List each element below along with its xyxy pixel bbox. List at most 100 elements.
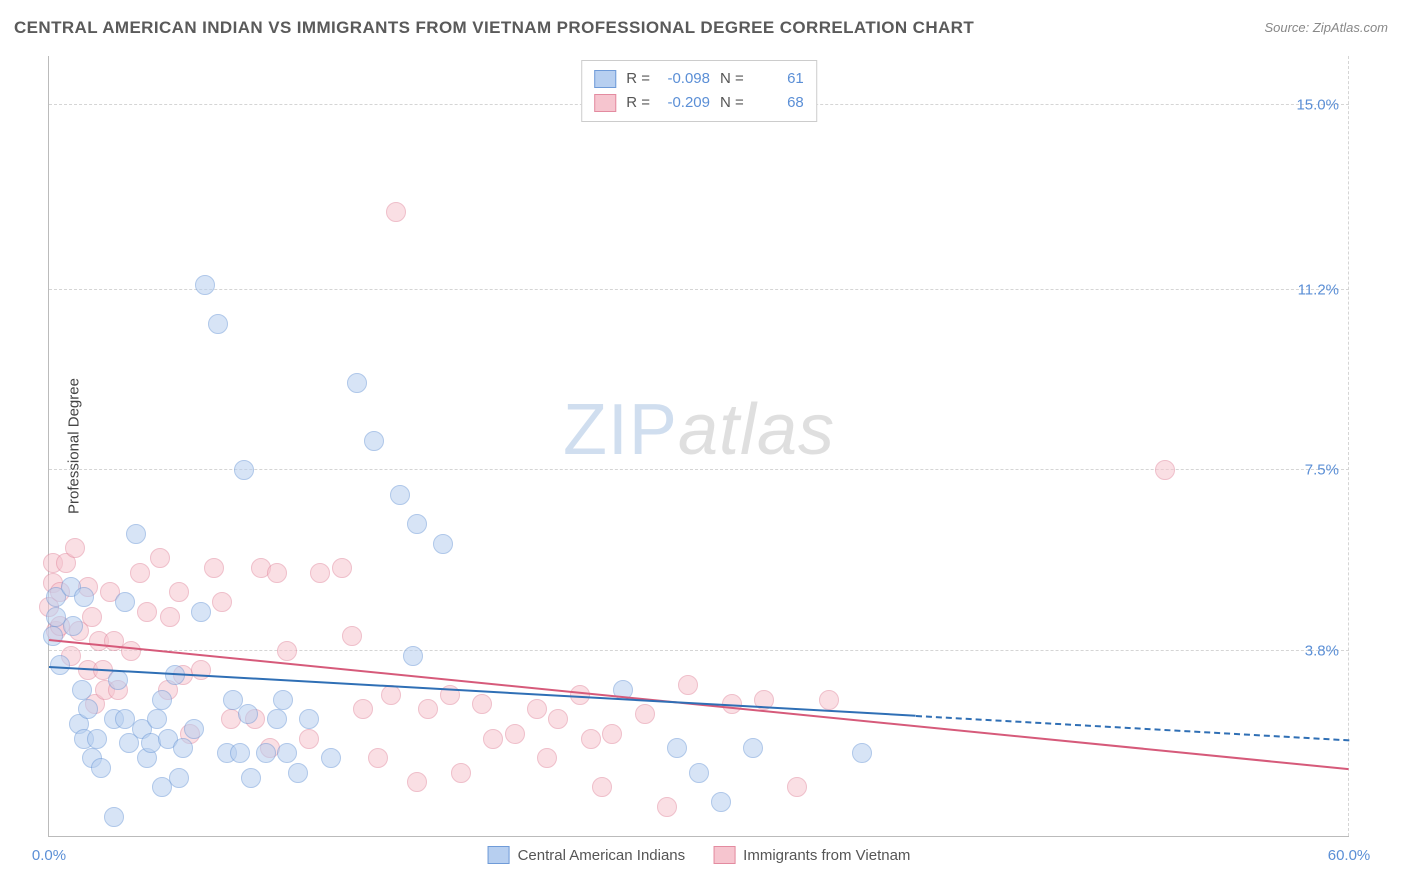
point-series-b bbox=[310, 563, 330, 583]
y-tick-label: 15.0% bbox=[1296, 96, 1339, 113]
point-series-b bbox=[787, 777, 807, 797]
point-series-a bbox=[152, 690, 172, 710]
point-series-b bbox=[581, 729, 601, 749]
x-tick-min: 0.0% bbox=[32, 847, 66, 864]
point-series-a bbox=[347, 373, 367, 393]
x-tick-max: 60.0% bbox=[1328, 847, 1371, 864]
point-series-b bbox=[82, 607, 102, 627]
point-series-a bbox=[126, 524, 146, 544]
point-series-b bbox=[548, 709, 568, 729]
gridline bbox=[49, 650, 1349, 651]
n-value-a: 61 bbox=[754, 67, 804, 91]
gridline bbox=[49, 289, 1349, 290]
plot-right-border bbox=[1348, 56, 1349, 836]
point-series-b bbox=[137, 602, 157, 622]
point-series-b bbox=[678, 675, 698, 695]
point-series-b bbox=[368, 748, 388, 768]
n-label: N = bbox=[720, 91, 744, 115]
point-series-a bbox=[43, 626, 63, 646]
series-a-label: Central American Indians bbox=[518, 847, 686, 864]
point-series-a bbox=[273, 690, 293, 710]
watermark: ZIPatlas bbox=[563, 389, 835, 471]
r-value-a: -0.098 bbox=[660, 67, 710, 91]
swatch-series-b bbox=[594, 94, 616, 112]
point-series-a bbox=[115, 592, 135, 612]
point-series-b bbox=[342, 626, 362, 646]
legend-row-a: R = -0.098 N = 61 bbox=[594, 67, 804, 91]
point-series-a bbox=[195, 275, 215, 295]
n-label: N = bbox=[720, 67, 744, 91]
watermark-atlas: atlas bbox=[678, 390, 835, 470]
point-series-a bbox=[78, 699, 98, 719]
point-series-a bbox=[267, 709, 287, 729]
point-series-a bbox=[241, 768, 261, 788]
point-series-a bbox=[689, 763, 709, 783]
point-series-a bbox=[72, 680, 92, 700]
point-series-b bbox=[483, 729, 503, 749]
correlation-legend: R = -0.098 N = 61 R = -0.209 N = 68 bbox=[581, 60, 817, 122]
legend-item-a: Central American Indians bbox=[488, 846, 686, 864]
point-series-a bbox=[364, 431, 384, 451]
point-series-b bbox=[267, 563, 287, 583]
legend-row-b: R = -0.209 N = 68 bbox=[594, 91, 804, 115]
point-series-b bbox=[592, 777, 612, 797]
point-series-a bbox=[173, 738, 193, 758]
legend-item-b: Immigrants from Vietnam bbox=[713, 846, 910, 864]
point-series-a bbox=[390, 485, 410, 505]
point-series-a bbox=[288, 763, 308, 783]
trendline-a-extrapolated bbox=[916, 715, 1349, 741]
point-series-b bbox=[505, 724, 525, 744]
point-series-b bbox=[353, 699, 373, 719]
point-series-a bbox=[238, 704, 258, 724]
y-tick-label: 11.2% bbox=[1298, 282, 1339, 299]
point-series-a bbox=[91, 758, 111, 778]
point-series-b bbox=[299, 729, 319, 749]
point-series-b bbox=[204, 558, 224, 578]
scatter-plot-area: ZIPatlas R = -0.098 N = 61 R = -0.209 N … bbox=[48, 56, 1349, 837]
r-label: R = bbox=[626, 67, 650, 91]
series-b-label: Immigrants from Vietnam bbox=[743, 847, 910, 864]
point-series-a bbox=[711, 792, 731, 812]
source-attribution: Source: ZipAtlas.com bbox=[1264, 20, 1388, 35]
y-tick-label: 7.5% bbox=[1305, 462, 1339, 479]
point-series-b bbox=[277, 641, 297, 661]
point-series-b bbox=[657, 797, 677, 817]
y-tick-label: 3.8% bbox=[1305, 642, 1339, 659]
point-series-a bbox=[852, 743, 872, 763]
point-series-b bbox=[472, 694, 492, 714]
point-series-b bbox=[121, 641, 141, 661]
point-series-b bbox=[602, 724, 622, 744]
point-series-b bbox=[191, 660, 211, 680]
point-series-b bbox=[150, 548, 170, 568]
point-series-a bbox=[184, 719, 204, 739]
r-value-b: -0.209 bbox=[660, 91, 710, 115]
point-series-a bbox=[191, 602, 211, 622]
point-series-b bbox=[407, 772, 427, 792]
point-series-a bbox=[256, 743, 276, 763]
point-series-b bbox=[1155, 460, 1175, 480]
point-series-b bbox=[527, 699, 547, 719]
point-series-b bbox=[212, 592, 232, 612]
point-series-a bbox=[104, 807, 124, 827]
point-series-b bbox=[451, 763, 471, 783]
n-value-b: 68 bbox=[754, 91, 804, 115]
point-series-b bbox=[169, 582, 189, 602]
swatch-series-a bbox=[488, 846, 510, 864]
point-series-a bbox=[743, 738, 763, 758]
point-series-b bbox=[537, 748, 557, 768]
point-series-a bbox=[108, 670, 128, 690]
point-series-a bbox=[321, 748, 341, 768]
point-series-b bbox=[418, 699, 438, 719]
swatch-series-a bbox=[594, 70, 616, 88]
point-series-a bbox=[63, 616, 83, 636]
point-series-a bbox=[277, 743, 297, 763]
point-series-a bbox=[169, 768, 189, 788]
series-legend: Central American Indians Immigrants from… bbox=[488, 846, 911, 864]
point-series-a bbox=[299, 709, 319, 729]
point-series-a bbox=[208, 314, 228, 334]
point-series-a bbox=[407, 514, 427, 534]
point-series-a bbox=[87, 729, 107, 749]
point-series-a bbox=[234, 460, 254, 480]
point-series-a bbox=[403, 646, 423, 666]
point-series-a bbox=[74, 587, 94, 607]
